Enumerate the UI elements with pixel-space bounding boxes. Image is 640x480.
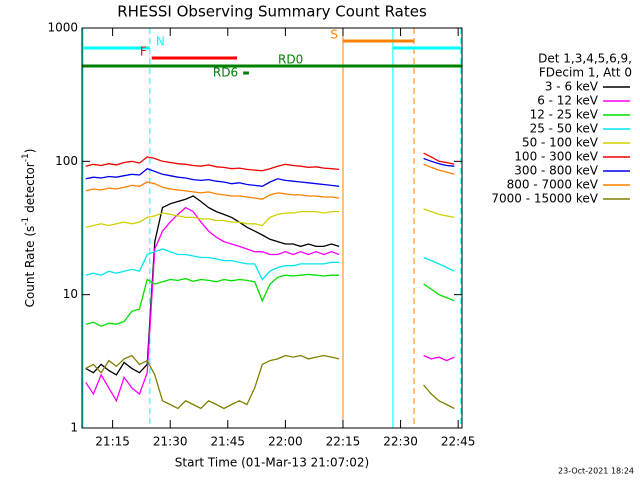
x-tick-label: 22:00 xyxy=(268,435,303,449)
series-line xyxy=(85,163,455,200)
legend-label: 7000 - 15000 keV xyxy=(491,192,598,206)
flag-label: RD6 xyxy=(213,66,238,80)
series-line xyxy=(85,208,455,228)
series-line xyxy=(85,273,455,327)
flag-label: F xyxy=(140,45,147,59)
plot-frame xyxy=(81,27,463,429)
x-tick-label: 22:15 xyxy=(326,435,361,449)
x-tick-label: 21:45 xyxy=(210,435,245,449)
x-tick-label: 22:30 xyxy=(383,435,418,449)
y-label-part: ) xyxy=(23,149,37,154)
series-line xyxy=(85,354,455,410)
legend-label: 12 - 25 keV xyxy=(530,108,599,122)
y-tick-label: 10 xyxy=(63,287,78,301)
y-label-superscript: -1 xyxy=(21,153,31,162)
flag-label: RD0 xyxy=(278,53,303,67)
legend-label: 800 - 7000 keV xyxy=(507,178,599,192)
x-tick-label: 21:15 xyxy=(95,435,130,449)
legend-label: 100 - 300 keV xyxy=(514,150,598,164)
chart-title: RHESSI Observing Summary Count Rates xyxy=(117,3,427,21)
legend-label: 25 - 50 keV xyxy=(530,122,599,136)
legend-label: 6 - 12 keV xyxy=(537,94,599,108)
legend-header: FDecim 1, Att 0 xyxy=(539,66,632,80)
y-label-part: Count Rate (s xyxy=(23,226,37,308)
series-line xyxy=(85,195,340,376)
flag-label: N xyxy=(156,35,165,49)
y-tick-label: 1 xyxy=(70,421,78,435)
y-label-superscript: -1 xyxy=(21,217,31,226)
legend-label: 300 - 800 keV xyxy=(514,164,598,178)
footer: 23-Oct-2021 18:24 xyxy=(558,467,634,476)
y-axis-label: Count Rate (s-1 detector-1) xyxy=(21,149,37,308)
y-tick-label: 100 xyxy=(55,154,78,168)
series-line xyxy=(85,152,455,172)
series-line xyxy=(85,248,455,281)
x-tick-label: 22:45 xyxy=(441,435,476,449)
y-label-part: detector xyxy=(23,162,37,217)
y-tick-label: 1000 xyxy=(47,21,78,35)
x-tick-label: 21:30 xyxy=(153,435,188,449)
series-line xyxy=(85,157,455,187)
legend-label: 50 - 100 keV xyxy=(522,136,599,150)
x-axis-label: Start Time (01-Mar-13 21:07:02) xyxy=(175,456,369,470)
legend-label: 3 - 6 keV xyxy=(545,80,599,94)
flag-label: S xyxy=(330,28,338,42)
series-line xyxy=(85,206,455,403)
legend-header: Det 1,3,4,5,6,9, xyxy=(538,52,632,66)
